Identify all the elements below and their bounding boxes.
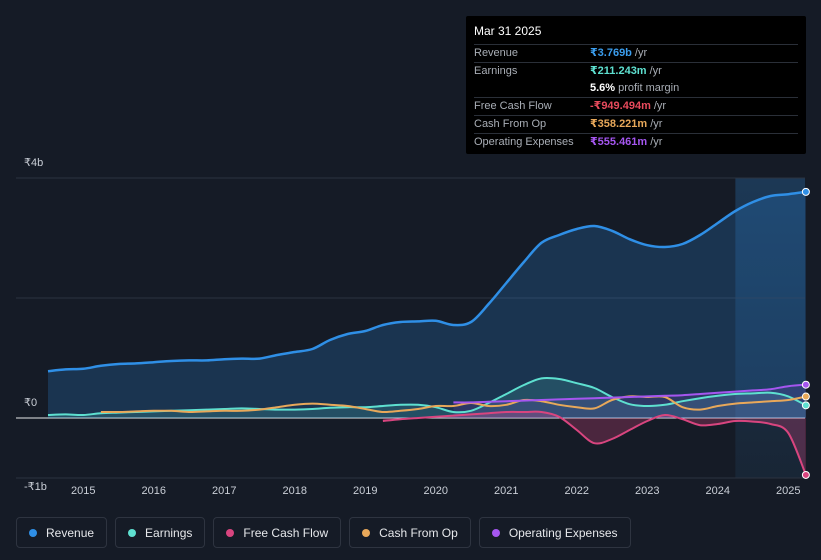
tooltip-unit: /yr xyxy=(650,118,663,130)
legend-item-free-cash-flow[interactable]: Free Cash Flow xyxy=(213,517,342,548)
tooltip-label xyxy=(474,80,590,97)
tooltip-unit: /yr xyxy=(653,100,667,112)
tooltip-value: 5.6% xyxy=(590,82,616,94)
tooltip-row-fcf: Free Cash Flow -₹949.494m /yr xyxy=(474,97,798,115)
tooltip-row-cfo: Cash From Op ₹358.221m /yr xyxy=(474,115,798,133)
x-tick-label: 2025 xyxy=(776,485,800,497)
tooltip-row-opex: Operating Expenses ₹555.461m /yr xyxy=(474,133,798,151)
highlight-band xyxy=(735,178,805,478)
revenue-area xyxy=(48,191,806,418)
x-tick-label: 2016 xyxy=(142,485,166,497)
free-cash-flow-endpoint xyxy=(801,470,810,479)
tooltip-value: -₹949.494m xyxy=(590,100,651,112)
legend-item-earnings[interactable]: Earnings xyxy=(115,517,206,548)
x-tick-label: 2024 xyxy=(706,485,730,497)
earnings-area xyxy=(48,377,806,418)
tooltip-row-revenue: Revenue ₹3.769b /yr xyxy=(474,44,798,62)
legend-item-operating-expenses[interactable]: Operating Expenses xyxy=(478,517,631,548)
tooltip-date: Mar 31 2025 xyxy=(474,24,542,38)
tooltip-label: Earnings xyxy=(474,65,518,77)
x-tick-label: 2017 xyxy=(212,485,236,497)
tooltip-label: Revenue xyxy=(474,47,519,59)
legend-dot-icon xyxy=(29,528,37,537)
legend-label: Cash From Op xyxy=(379,525,458,540)
x-tick-label: 2020 xyxy=(424,485,448,497)
legend-label: Earnings xyxy=(145,525,193,540)
x-tick-label: 2015 xyxy=(71,485,95,497)
tooltip-label: Free Cash Flow xyxy=(474,100,552,112)
legend-item-revenue[interactable]: Revenue xyxy=(16,517,108,548)
free-cash-flow-line xyxy=(382,410,807,476)
legend-label: Revenue xyxy=(46,525,95,540)
earnings-endpoint xyxy=(801,401,810,410)
legend: Revenue Earnings Free Cash Flow Cash Fro… xyxy=(16,517,631,548)
x-tick-label: 2022 xyxy=(565,485,589,497)
y-tick-label: ₹4b xyxy=(24,157,43,169)
x-tick-label: 2019 xyxy=(353,485,377,497)
operating-expenses-line xyxy=(453,383,806,404)
tooltip-unit: /yr xyxy=(634,47,648,59)
tooltip-label: Cash From Op xyxy=(474,118,547,130)
legend-item-cash-from-op[interactable]: Cash From Op xyxy=(349,517,471,548)
operating-expenses-endpoint xyxy=(801,380,810,389)
y-tick-label: -₹1b xyxy=(24,481,47,493)
x-tick-label: 2023 xyxy=(635,485,659,497)
legend-label: Operating Expenses xyxy=(508,525,618,540)
tooltip-row-earnings: Earnings ₹211.243m /yr xyxy=(474,62,798,80)
legend-dot-icon xyxy=(128,528,137,537)
y-tick-label: ₹0 xyxy=(24,397,37,409)
tooltip-value: ₹211.243m xyxy=(590,65,647,77)
legend-dot-icon xyxy=(226,528,235,537)
tooltip-unit: profit margin xyxy=(618,82,680,94)
tooltip: Mar 31 2025 Revenue ₹3.769b /yr Earnings… xyxy=(466,16,806,154)
x-tick-label: 2018 xyxy=(283,485,307,497)
tooltip-unit: /yr xyxy=(649,65,662,77)
revenue-line xyxy=(47,190,807,373)
legend-dot-icon xyxy=(362,528,371,537)
revenue-endpoint xyxy=(801,187,810,196)
x-tick-label: 2021 xyxy=(494,485,518,497)
cash-from-op-endpoint xyxy=(801,392,810,401)
legend-label: Free Cash Flow xyxy=(243,525,329,540)
tooltip-value: ₹555.461m xyxy=(590,136,648,148)
tooltip-value: ₹3.769b xyxy=(590,47,632,59)
tooltip-label: Operating Expenses xyxy=(474,136,574,148)
tooltip-row-margin: 5.6% profit margin xyxy=(474,80,798,97)
tooltip-value: ₹358.221m xyxy=(590,118,648,130)
legend-dot-icon xyxy=(491,528,500,537)
tooltip-unit: /yr xyxy=(650,136,663,148)
cash-from-op-line xyxy=(100,395,807,414)
